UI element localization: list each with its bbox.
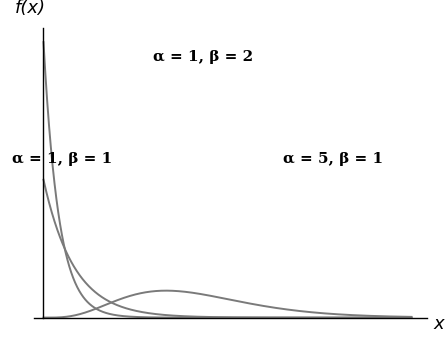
Text: α = 1, β = 1: α = 1, β = 1 [12,152,112,166]
Y-axis label: f(x): f(x) [15,0,46,17]
Text: α = 5, β = 1: α = 5, β = 1 [282,152,383,166]
Text: α = 1, β = 2: α = 1, β = 2 [153,50,253,64]
X-axis label: x: x [433,315,444,333]
